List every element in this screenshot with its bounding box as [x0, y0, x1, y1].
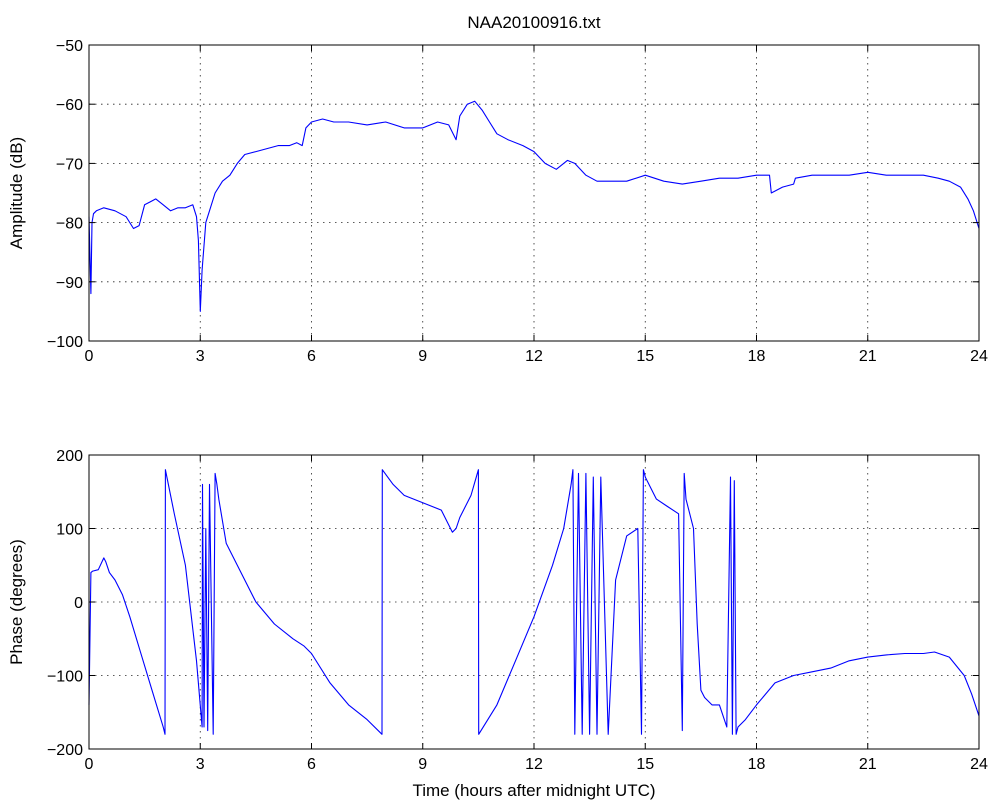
phase-grid [89, 455, 979, 749]
amplitude-series [88, 100, 980, 312]
amplitude-ticks: 0 3 6 9 12 15 18 21 24 −100 −90 −80 −70 −60 −50 [47, 38, 988, 365]
amplitude-xtick-label: 21 [859, 348, 877, 365]
time-xlabel: Time (hours after midnight UTC) [412, 781, 655, 800]
phase-xtick-label: 6 [307, 756, 316, 773]
amplitude-xtick-label: 3 [196, 348, 205, 365]
amplitude-series-line [88, 100, 980, 312]
amplitude-ylabel: Amplitude (dB) [7, 137, 26, 249]
phase-ytick-label: 100 [56, 522, 83, 539]
amplitude-ytick-label: −90 [56, 275, 83, 292]
amplitude-xtick-label: 6 [307, 348, 316, 365]
phase-xtick-label: 12 [525, 756, 543, 773]
phase-ytick-label: −200 [47, 742, 83, 759]
phase-panel: 0 3 6 9 12 15 18 21 24 −200 −100 0 100 200 Phase (deg… [7, 448, 988, 773]
amplitude-xtick-label: 24 [970, 348, 988, 365]
amplitude-xtick-label: 0 [85, 348, 94, 365]
phase-xtick-label: 9 [418, 756, 427, 773]
amplitude-ytick-label: −100 [47, 334, 83, 351]
amplitude-xtick-label: 15 [636, 348, 654, 365]
phase-xtick-label: 24 [970, 756, 988, 773]
phase-ytick-label: −100 [47, 669, 83, 686]
phase-ylabel: Phase (degrees) [7, 539, 26, 665]
phase-xtick-label: 21 [859, 756, 877, 773]
amplitude-ytick-label: −50 [56, 38, 83, 55]
phase-ticks: 0 3 6 9 12 15 18 21 24 −200 −100 0 100 200 [47, 448, 988, 773]
phase-xtick-label: 0 [85, 756, 94, 773]
phase-xtick-label: 3 [196, 756, 205, 773]
amplitude-xtick-label: 9 [418, 348, 427, 365]
amplitude-xtick-label: 12 [525, 348, 543, 365]
amplitude-ytick-label: −80 [56, 216, 83, 233]
amplitude-panel: 0 3 6 9 12 15 18 21 24 −100 −90 −80 −70 −60 −50 Amplit… [7, 38, 988, 365]
phase-xtick-label: 18 [748, 756, 766, 773]
amplitude-xtick-label: 18 [748, 348, 766, 365]
phase-series [88, 469, 980, 735]
amplitude-grid [89, 45, 979, 341]
amplitude-ytick-label: −70 [56, 156, 83, 173]
amplitude-ytick-label: −60 [56, 97, 83, 114]
phase-ytick-label: 0 [74, 595, 83, 612]
phase-ytick-label: 200 [56, 448, 83, 465]
chart-title: NAA20100916.txt [467, 13, 601, 32]
phase-xtick-label: 15 [636, 756, 654, 773]
phase-series-line [88, 469, 980, 735]
